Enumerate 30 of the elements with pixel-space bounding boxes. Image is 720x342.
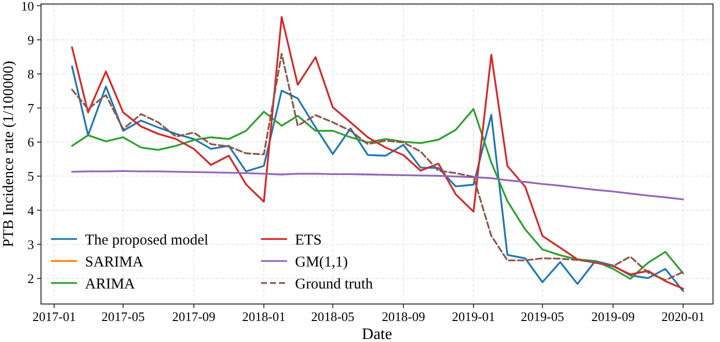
y-tick-label: 7	[28, 100, 34, 116]
y-tick-label: 2	[28, 270, 34, 286]
y-tick-label: 9	[28, 32, 34, 48]
line-series	[71, 108, 684, 280]
y-tick-label: 5	[28, 168, 34, 184]
x-tick-label: 2018-05	[311, 309, 354, 324]
x-tick-label: 2020-01	[661, 309, 705, 324]
y-tick-label: 10	[21, 0, 34, 14]
x-tick-label: 2017-01	[32, 309, 76, 324]
x-tick-label: 2017-05	[101, 309, 145, 324]
x-tick-label: 2019-09	[591, 309, 635, 324]
y-tick-label: 6	[28, 134, 34, 150]
legend-label: The proposed model	[85, 232, 208, 248]
x-tick-label: 2019-01	[452, 309, 496, 324]
x-tick-label: 2017-09	[172, 309, 216, 324]
legend-label: Ground truth	[295, 276, 374, 292]
x-axis-title: Date	[362, 326, 392, 342]
x-tick-label: 2018-01	[242, 309, 286, 324]
y-axis-title: PTB Incidence rate (1/100000)	[1, 60, 17, 248]
y-tick-label: 3	[28, 236, 34, 252]
legend-label: SARIMA	[85, 254, 144, 270]
line-series	[71, 16, 684, 290]
y-tick-label: 8	[28, 66, 34, 82]
legend-label: ETS	[295, 232, 322, 248]
legend-label: ARIMA	[85, 276, 136, 292]
y-tick-label: 4	[28, 202, 34, 218]
x-tick-label: 2018-09	[382, 309, 426, 324]
line-series	[71, 170, 684, 200]
legend-label: GM(1,1)	[295, 254, 348, 270]
x-tick-label: 2019-05	[520, 309, 564, 324]
